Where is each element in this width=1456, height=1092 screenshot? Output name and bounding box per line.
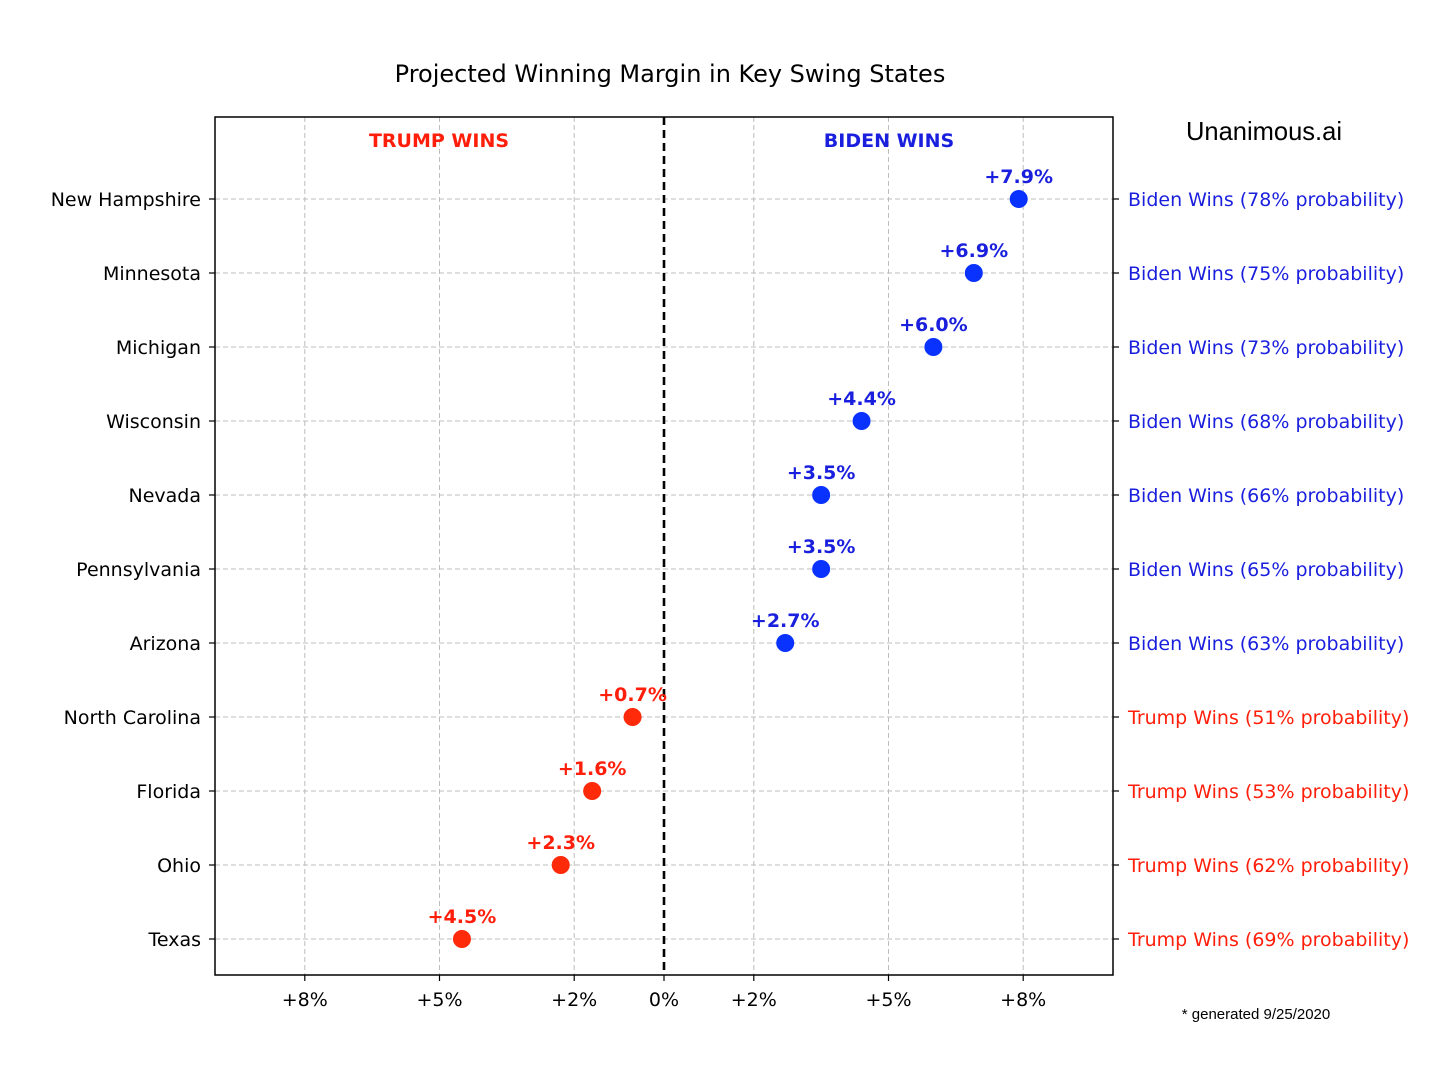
x-tick-label: +8% bbox=[282, 989, 328, 1011]
outcome-probability-label: Biden Wins (78% probability) bbox=[1128, 189, 1404, 211]
x-tick-label: +2% bbox=[731, 989, 777, 1011]
data-value-label: +4.4% bbox=[827, 388, 896, 410]
y-axis-ticks: New Hampshire Biden Wins (78% probability… bbox=[51, 189, 1410, 951]
data-value-label: +6.9% bbox=[939, 240, 1008, 262]
data-point-marker bbox=[776, 634, 795, 652]
state-label: Texas bbox=[147, 929, 201, 951]
data-value-label: +7.9% bbox=[984, 166, 1053, 188]
data-value-label: +4.5% bbox=[428, 906, 497, 928]
brand-logo-text: Unanimous.ai bbox=[1186, 116, 1342, 146]
outcome-probability-label: Biden Wins (66% probability) bbox=[1128, 485, 1404, 507]
outcome-probability-label: Trump Wins (69% probability) bbox=[1127, 929, 1409, 951]
state-label: Florida bbox=[136, 781, 201, 803]
state-label: New Hampshire bbox=[51, 189, 201, 211]
data-point-marker bbox=[812, 560, 831, 578]
state-label: Michigan bbox=[116, 337, 201, 359]
x-axis-ticks: +8% +5% +2% 0% +2% +5% +8% bbox=[282, 975, 1046, 1011]
x-tick-label: +5% bbox=[865, 989, 911, 1011]
outcome-probability-label: Trump Wins (53% probability) bbox=[1127, 781, 1409, 803]
trump-wins-side-label: TRUMP WINS bbox=[369, 130, 509, 152]
data-points-layer: +7.9% +6.9% +6.0% +4.4% +3.5% +3.5% +2.7% +0.7%… bbox=[428, 166, 1053, 948]
outcome-probability-label: Biden Wins (75% probability) bbox=[1128, 263, 1404, 285]
outcome-probability-label: Trump Wins (62% probability) bbox=[1127, 855, 1409, 877]
data-value-label: +1.6% bbox=[558, 758, 627, 780]
state-label: Nevada bbox=[129, 485, 202, 507]
outcome-probability-label: Biden Wins (65% probability) bbox=[1128, 559, 1404, 581]
outcome-probability-label: Biden Wins (68% probability) bbox=[1128, 411, 1404, 433]
outcome-probability-label: Trump Wins (51% probability) bbox=[1127, 707, 1409, 729]
data-point-marker bbox=[852, 412, 871, 430]
data-point-marker bbox=[812, 486, 831, 504]
data-point-marker bbox=[924, 338, 943, 356]
x-tick-label: 0% bbox=[649, 989, 679, 1011]
data-point-marker bbox=[964, 264, 983, 282]
data-point-marker bbox=[583, 782, 602, 800]
chart-title: Projected Winning Margin in Key Swing St… bbox=[395, 60, 946, 88]
state-label: Minnesota bbox=[103, 263, 201, 285]
data-value-label: +3.5% bbox=[787, 536, 856, 558]
data-point-marker bbox=[623, 708, 642, 726]
x-tick-label: +8% bbox=[1000, 989, 1046, 1011]
data-value-label: +0.7% bbox=[598, 684, 667, 706]
data-point-marker bbox=[452, 930, 471, 948]
biden-wins-side-label: BIDEN WINS bbox=[824, 130, 954, 152]
data-point-marker bbox=[551, 856, 570, 874]
state-label: Wisconsin bbox=[106, 411, 201, 433]
outcome-probability-label: Biden Wins (73% probability) bbox=[1128, 337, 1404, 359]
state-label: Ohio bbox=[157, 855, 201, 877]
state-label: North Carolina bbox=[64, 707, 201, 729]
data-value-label: +2.7% bbox=[751, 610, 820, 632]
data-value-label: +6.0% bbox=[899, 314, 968, 336]
x-tick-label: +5% bbox=[416, 989, 462, 1011]
state-label: Pennsylvania bbox=[76, 559, 201, 581]
data-value-label: +2.3% bbox=[526, 832, 595, 854]
generated-footnote: * generated 9/25/2020 bbox=[1182, 1006, 1330, 1023]
state-label: Arizona bbox=[130, 633, 201, 655]
data-value-label: +3.5% bbox=[787, 462, 856, 484]
data-point-marker bbox=[1009, 190, 1028, 208]
outcome-probability-label: Biden Wins (63% probability) bbox=[1128, 633, 1404, 655]
x-tick-label: +2% bbox=[551, 989, 597, 1011]
